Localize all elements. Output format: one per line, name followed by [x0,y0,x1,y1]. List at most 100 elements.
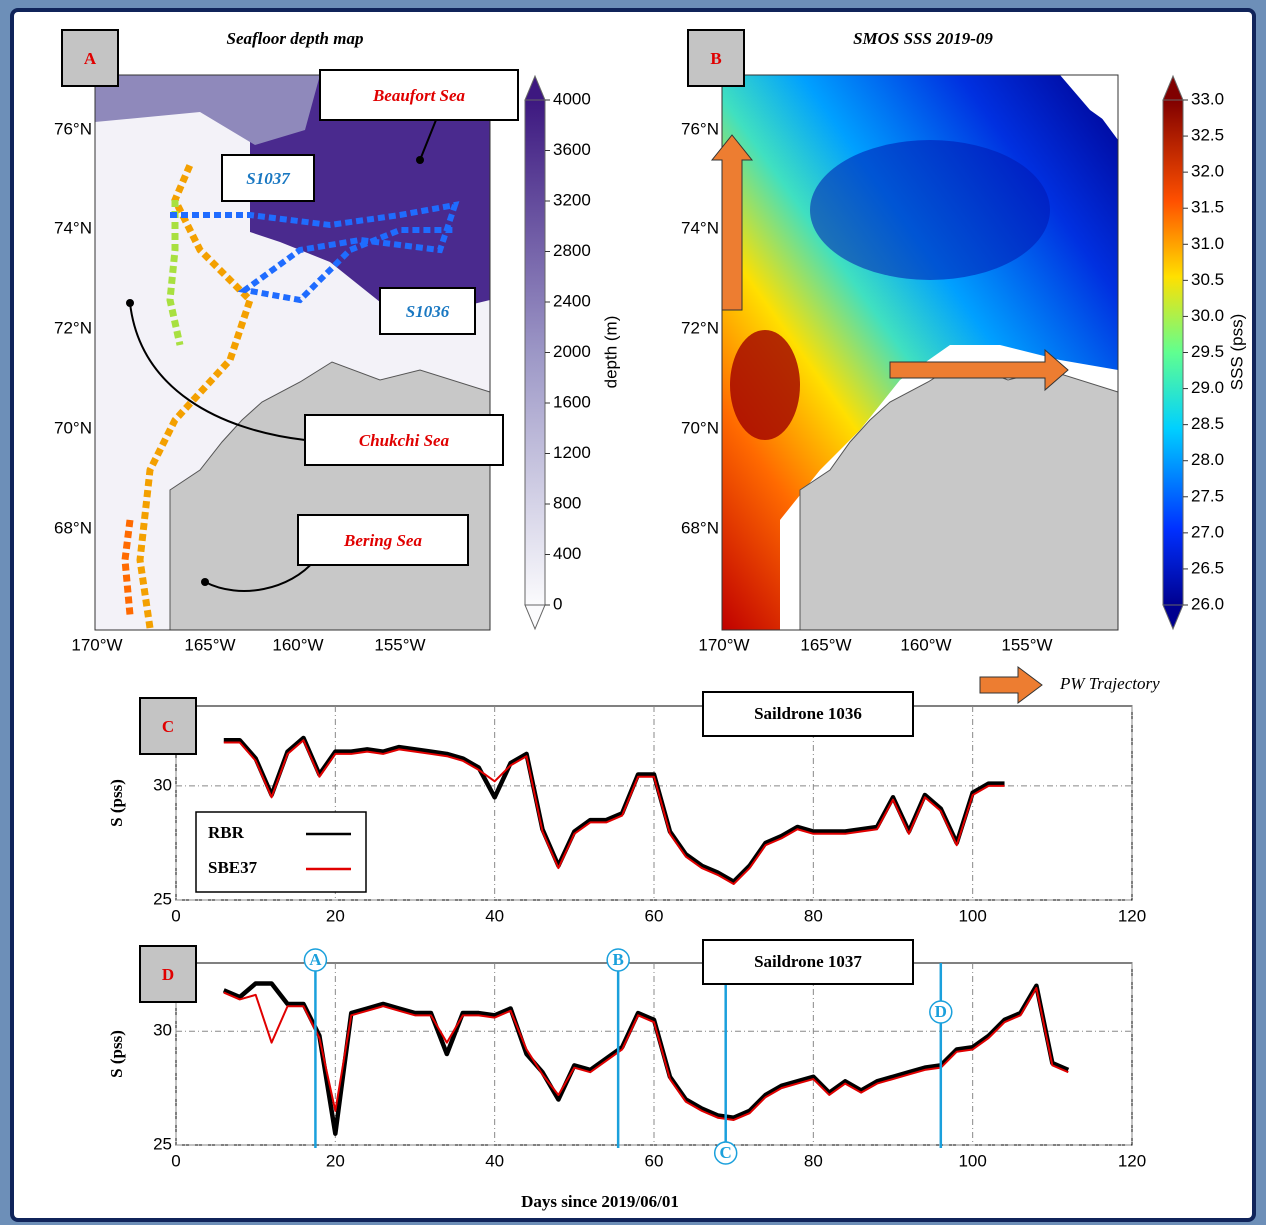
x-tick-label: 60 [645,1151,664,1170]
legend-label: RBR [208,823,245,842]
chart-title: Saildrone 1036 [754,704,862,723]
panel-label-box [687,29,745,87]
colorbar-tick-label: 30.5 [1191,270,1224,289]
lon-label: 165°W [184,635,235,654]
series-line [223,739,1005,886]
colorbar-tick-label: 2800 [553,241,591,260]
x-tick-label: 20 [326,906,345,925]
lat-label: 70°N [681,418,719,437]
event-label: B [612,950,623,969]
annotation-box [319,69,519,121]
map-title: Seafloor depth map [227,29,364,48]
panel-label: D [162,965,174,984]
salty-core [730,330,800,440]
colorbar-tick-label: 26.5 [1191,558,1224,577]
colorbar [1162,99,1184,606]
map-title: SMOS SSS 2019-09 [853,29,993,48]
annotation: S1037 [246,169,291,188]
lat-label: 74°N [681,218,719,237]
x-tick-label: 40 [485,1151,504,1170]
fresh-core [810,140,1050,280]
x-tick-label: 40 [485,906,504,925]
lon-label: 155°W [374,635,425,654]
x-tick-label: 100 [958,906,986,925]
colorbar-tick-label: 32.5 [1191,126,1224,145]
colorbar-tick-label: 2400 [553,291,591,310]
x-tick-label: 100 [958,1151,986,1170]
colorbar-extension [524,74,546,101]
x-tick-label: 80 [804,1151,823,1170]
event-label: C [720,1143,732,1162]
lon-label: 160°W [900,635,951,654]
colorbar-tick-label: 800 [553,493,581,512]
x-tick-label: 120 [1118,1151,1146,1170]
lon-label: 160°W [272,635,323,654]
map-frame [94,74,491,631]
colorbar-tick-label: 27.0 [1191,522,1224,541]
leader-dot [126,299,134,307]
event-label: D [935,1002,947,1021]
colorbar-tick-label: 29.0 [1191,378,1224,397]
y-tick-label: 25 [153,889,172,908]
map-frame [721,74,1119,631]
colorbar-tick-label: 4000 [553,89,591,108]
lat-label: 68°N [54,518,92,537]
colorbar [524,99,546,606]
y-tick-label: 25 [153,1134,172,1153]
lat-label: 76°N [54,119,92,138]
colorbar-tick-label: 29.5 [1191,342,1224,361]
x-tick-label: 0 [171,1151,180,1170]
colorbar-extension [1162,74,1184,101]
lat-label: 74°N [54,218,92,237]
annotation-box [379,287,476,335]
lat-label: 70°N [54,418,92,437]
y-axis-label: S (pss) [107,1030,126,1078]
trajectory-arrow [710,134,754,311]
colorbar-tick-label: 31.5 [1191,198,1224,217]
colorbar-tick-label: 27.5 [1191,486,1224,505]
colorbar-label: SSS (pss) [1227,314,1246,391]
event-label: A [309,950,322,969]
no-data [1060,75,1118,130]
trajectory-arrow [889,348,1069,392]
leader [204,559,316,592]
track [166,200,184,346]
panel-label-box [61,29,119,87]
lon-label: 165°W [800,635,851,654]
panel-label: B [710,49,721,68]
colorbar-tick-label: 400 [553,544,581,563]
panel-label: C [162,717,174,736]
colorbar-tick-label: 3600 [553,140,591,159]
x-tick-label: 0 [171,906,180,925]
legend-label: SBE37 [208,858,258,877]
panel-label-box [139,697,197,755]
y-tick-label: 30 [153,775,172,794]
y-axis-label: S (pss) [107,779,126,827]
colorbar-tick-label: 32.0 [1191,162,1224,181]
colorbar-tick-label: 28.5 [1191,414,1224,433]
title-box [702,939,914,985]
colorbar-extension [1162,604,1184,631]
panel-label: A [84,49,97,68]
colorbar-tick-label: 28.0 [1191,450,1224,469]
colorbar-tick-label: 26.0 [1191,594,1224,613]
annotation-box [221,154,315,202]
annotation-box [297,514,469,566]
colorbar-tick-label: 2000 [553,342,591,361]
annotation: S1036 [406,302,450,321]
x-tick-label: 120 [1118,906,1146,925]
leader [419,119,437,161]
lon-label: 170°W [71,635,122,654]
event-marker [713,1141,738,1165]
shelf [95,75,320,145]
map-b [710,74,1119,704]
leader [129,302,306,441]
series-line [223,735,1005,884]
lat-label: 68°N [681,518,719,537]
annotation: Chukchi Sea [359,431,450,450]
legend-box [195,811,367,893]
panel-label-box [139,945,197,1003]
colorbar-label: depth (m) [601,316,620,389]
y-tick-label: 30 [153,1021,172,1040]
